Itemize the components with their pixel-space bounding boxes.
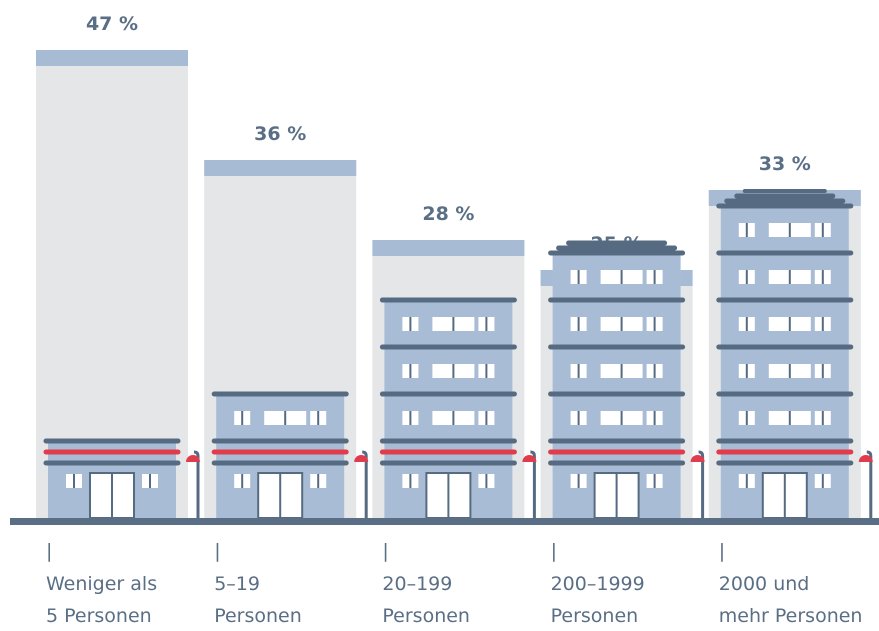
x-tick-label: 5 Personen (46, 605, 152, 627)
x-tick-label: mehr Personen (719, 605, 863, 627)
x-tick-label: Weniger als (46, 573, 157, 595)
lamp (362, 450, 368, 518)
lamp (698, 450, 705, 518)
x-tick-mark: | (551, 540, 557, 562)
bar-cap (372, 240, 525, 256)
x-tick-mark: | (382, 540, 388, 562)
x-tick-label: 2000 und (719, 573, 810, 595)
building-body (720, 206, 849, 520)
lamp-head (690, 455, 705, 462)
x-tick-label: Personen (551, 605, 639, 627)
lamp-head (186, 455, 200, 462)
lamp (530, 450, 536, 518)
x-tick-label: 5–19 (214, 573, 260, 595)
x-tick-mark: | (46, 540, 52, 562)
lamp-head (858, 455, 873, 462)
x-tick-label: Personen (382, 605, 470, 627)
value-label: 47 % (86, 13, 138, 35)
bar-cap (36, 50, 188, 66)
value-label: 36 % (254, 123, 306, 145)
x-tick-mark: | (719, 540, 725, 562)
x-tick-label: Personen (214, 605, 302, 627)
lamp-head (522, 455, 537, 462)
lamp-head (354, 455, 369, 462)
value-label: 33 % (759, 153, 811, 175)
bar-cap (204, 160, 357, 176)
value-label: 28 % (422, 203, 474, 225)
x-tick-mark: | (214, 540, 220, 562)
x-tick-label: 20–199 (382, 573, 452, 595)
ground-line (10, 518, 879, 525)
x-tick-label: 200–1999 (551, 573, 645, 595)
lamp (193, 450, 200, 518)
lamp (866, 450, 873, 518)
